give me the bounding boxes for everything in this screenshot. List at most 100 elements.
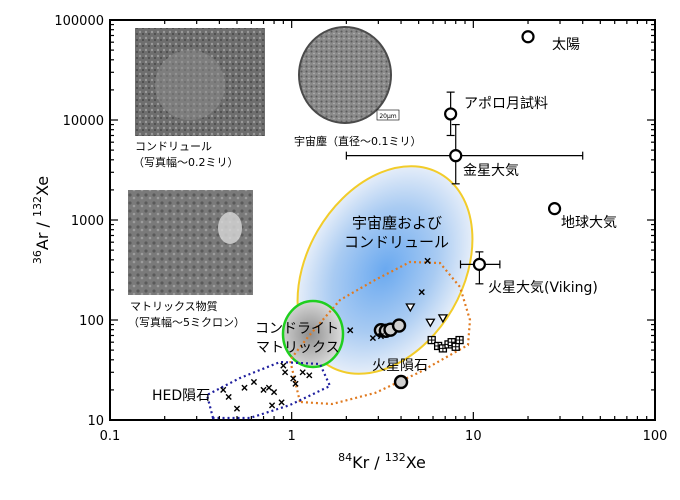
chondrule-caption-1: コンドリュール [135, 140, 212, 153]
martian-x-point [369, 334, 376, 342]
x-marker-stroke [225, 393, 232, 401]
annotation-martian-meteorites: 火星隕石 [372, 358, 428, 374]
hed-x-point [260, 386, 267, 393]
axis-ticks: 0.1 1 10 100 10 100 1000 10000 100000 [54, 14, 667, 444]
planetary-circle [444, 107, 458, 121]
annotation-sun: 太陽 [552, 37, 580, 53]
martian-meteorite-region [288, 260, 472, 406]
hed-region [205, 360, 332, 420]
x-marker-stroke [369, 334, 376, 342]
planetary-point [449, 149, 463, 163]
y-tick-label: 10 [87, 414, 104, 429]
martian-x-point [418, 289, 425, 296]
hed-x-point [233, 405, 241, 412]
hed-x-point [225, 393, 232, 401]
martian-square-point [427, 335, 436, 345]
martian-circle-point [391, 318, 407, 333]
planetary-circle [547, 202, 562, 216]
martian-triangle-point [405, 303, 416, 313]
dust-photo [298, 26, 392, 124]
hed-x-point [278, 399, 285, 406]
x-tick-label: 1 [288, 429, 296, 444]
matrix-photo-highlight [218, 212, 242, 244]
x-axis-sup1: 84 [338, 451, 352, 464]
matrix-caption-1: マトリックス物質 [130, 299, 218, 313]
x-marker-stroke [265, 384, 273, 391]
y-tick-label: 1000 [71, 214, 104, 229]
martian-x-point [377, 333, 385, 340]
martian-triangle-point [425, 318, 436, 328]
x-marker-stroke [281, 369, 289, 376]
planetary-point [472, 257, 487, 271]
annotation-hed: HED隕石 [152, 388, 210, 404]
x-marker-stroke [260, 386, 267, 393]
hed-x-point [270, 389, 278, 396]
y-axis-label: 36Ar / 132Xe [31, 176, 52, 264]
hed-x-point [280, 362, 287, 369]
hed-x-point [299, 369, 306, 376]
x-axis-label: 84Kr / 132Xe [338, 451, 426, 472]
y-tick-label: 10000 [63, 114, 104, 129]
martian-square-point [451, 342, 460, 351]
martian-circle-point [393, 374, 409, 390]
y-axis-sup1: 36 [31, 250, 44, 264]
planetary-circle [472, 257, 487, 271]
x-marker-stroke [270, 389, 278, 396]
x-marker-stroke [241, 384, 248, 391]
chondrule-caption-2: （写真幅～0.2ミリ） [133, 155, 239, 169]
hed-x-point [292, 380, 299, 387]
planetary-point [444, 107, 458, 121]
x-marker-stroke [250, 378, 258, 386]
annotation-matrix-1: コンドライト [255, 321, 339, 337]
y-axis-tail: Xe [33, 176, 52, 196]
data-markers [220, 30, 562, 412]
hed-x-point [241, 384, 248, 391]
y-tick-label: 100 [79, 314, 104, 329]
x-marker-stroke [424, 257, 431, 264]
x-marker-stroke [377, 333, 385, 340]
y-axis-sup2: 132 [31, 196, 44, 217]
x-tick-label: 0.1 [100, 429, 121, 444]
x-axis-tail: Xe [406, 453, 426, 472]
planetary-circle [449, 149, 463, 163]
x-marker-stroke [280, 362, 287, 369]
planetary-circle [521, 30, 535, 44]
hed-x-point [250, 378, 258, 386]
x-marker-stroke [290, 375, 297, 382]
x-marker-stroke [292, 380, 299, 387]
x-marker-stroke [347, 327, 354, 334]
y-tick-label: 100000 [54, 14, 104, 29]
x-marker-stroke [268, 402, 276, 409]
annotation-idp-2: コンドリュール [344, 233, 449, 251]
annotation-mars: 火星大気(Viking) [488, 280, 598, 296]
annotation-earth: 地球大気 [561, 215, 617, 231]
hed-x-point [306, 372, 313, 379]
hed-x-point [268, 402, 276, 409]
x-axis-main: Kr / [352, 453, 385, 472]
martian-x-point [424, 257, 431, 264]
x-axis-sup2: 132 [385, 451, 406, 464]
x-marker-stroke [220, 386, 227, 393]
x-marker-stroke [233, 405, 241, 412]
annotation-matrix-2: マトリックス [256, 340, 340, 356]
planetary-point [547, 202, 562, 216]
y-axis-main: Ar / [33, 217, 52, 250]
annotations: 太陽 アポロ月試料 金星大気 地球大気 火星大気(Viking) 宇宙塵および … [152, 37, 617, 404]
martian-square-point [455, 335, 464, 345]
x-marker-stroke [418, 289, 425, 296]
x-marker-stroke [278, 399, 285, 406]
martian-x-point [347, 327, 354, 334]
hed-x-point [265, 384, 273, 391]
dust-scale-box [376, 109, 400, 121]
x-tick-label: 100 [643, 429, 668, 444]
x-marker-stroke [306, 372, 313, 379]
hed-x-point [220, 386, 227, 393]
chondrule-photo-grain [155, 50, 225, 120]
dust-caption: 宇宙塵（直径～0.1ミリ） [294, 134, 422, 148]
matrix-caption-2: （写真幅～5ミクロン） [128, 315, 245, 329]
inset-photos: 20μm コンドリュール （写真幅～0.2ミリ） 宇宙塵（直径～0.1ミリ） マ… [128, 22, 422, 329]
x-tick-label: 10 [465, 429, 482, 444]
hed-x-point [290, 375, 297, 382]
